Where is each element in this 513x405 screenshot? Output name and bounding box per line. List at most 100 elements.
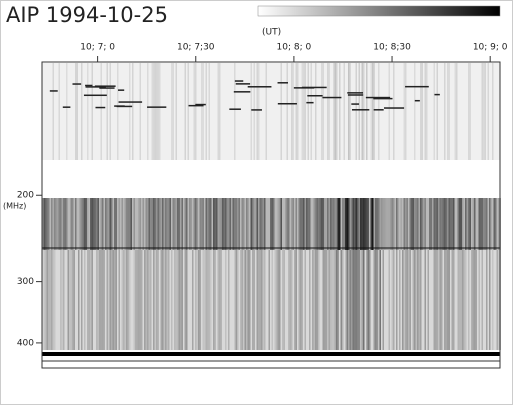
stripe [126,250,128,350]
stripe [324,250,326,350]
stripe [492,250,494,350]
stripe [396,250,398,350]
stripe [298,198,300,250]
stripe [340,250,342,350]
stripe [78,250,80,350]
stripe [106,63,108,160]
dash [95,106,106,109]
stripe [493,198,495,250]
stripe [109,63,111,160]
stripe [192,250,194,350]
stripe [145,250,147,350]
stripe [111,198,113,250]
stripe [382,250,384,350]
stripe [391,198,393,250]
stripe [112,250,114,350]
stripe [306,198,308,250]
stripe [153,63,155,160]
stripe [412,198,414,250]
stripe [64,198,66,250]
stripe [436,198,438,250]
stripe [43,250,45,350]
band [42,198,500,250]
stripe [441,250,443,350]
stripe [415,198,417,250]
stripe [328,63,330,160]
stripe [300,198,302,250]
dash [301,86,327,89]
stripe [487,63,489,160]
stripe [244,250,246,350]
stripe [483,63,485,160]
stripe [447,63,449,160]
stripe [454,63,456,160]
stripe [337,250,339,350]
stripe [222,198,224,250]
stripe [405,250,407,350]
stripe [141,250,143,350]
stripe [349,198,351,250]
stripe [465,198,467,250]
stripe [130,198,132,250]
stripe [415,250,417,350]
stripe [127,198,129,250]
stripe [289,250,291,350]
stripe [372,198,374,250]
stripe [478,250,480,350]
dash [414,99,420,102]
stripe [195,250,197,350]
stripe [468,63,470,160]
stripe [159,198,161,250]
stripe [414,63,416,160]
stripe [358,250,360,350]
stripe [292,198,294,250]
stripe [474,198,476,250]
stripe [379,250,381,350]
stripe [259,198,261,250]
stripe [478,198,480,250]
stripe [288,198,290,250]
stripe [58,198,60,250]
stripe [490,198,492,250]
stripe [328,250,330,350]
stripe [237,250,239,350]
stripe [315,250,317,350]
stripe [472,198,474,250]
stripe [301,63,303,160]
stripe [109,198,111,250]
stripe [66,63,68,160]
stripe [463,250,465,350]
stripe [84,250,86,350]
stripe [408,250,410,350]
y-tick-label: 200 [17,191,34,201]
stripe [459,250,461,350]
stripe [363,63,365,160]
stripe [171,250,173,350]
stripe [322,63,324,160]
stripe [108,250,110,350]
stripe [172,63,174,160]
stripe [432,198,434,250]
stripe [423,198,425,250]
stripe [360,198,362,250]
stripe [253,198,255,250]
dash [99,87,115,89]
stripe [322,198,324,250]
stripe [417,198,419,250]
stripe [424,198,426,250]
stripe [46,198,48,250]
stripe [246,250,248,350]
stripe [54,250,56,350]
stripe [324,198,326,250]
stripe [435,198,437,250]
stripe [49,250,51,350]
stripe [159,63,161,160]
stripe [198,250,200,350]
stripe [325,250,327,350]
stripe [234,250,236,350]
stripe [102,198,104,250]
stripe [196,250,198,350]
stripe [45,250,47,350]
stripe [142,198,144,250]
stripe [469,63,471,160]
